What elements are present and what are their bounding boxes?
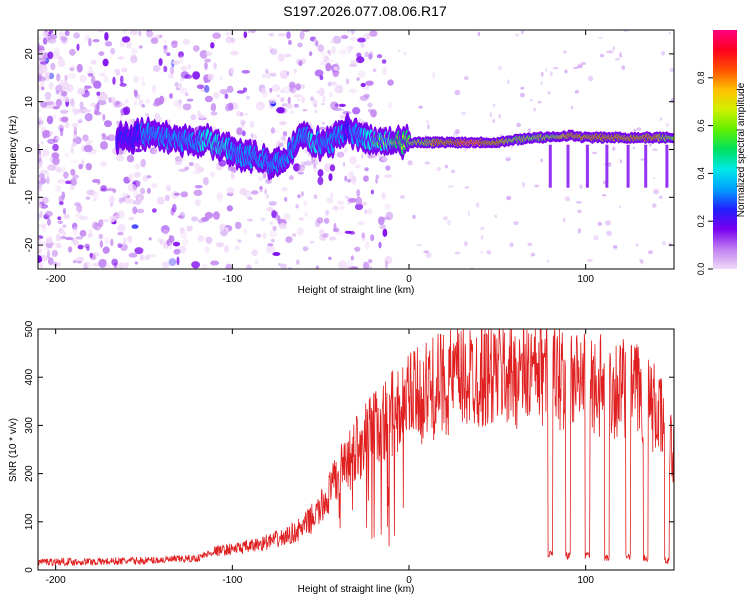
y-tick-label: 400: [24, 368, 35, 385]
snr-panel: -200 -100 0 100 0 100 200 300 400 500 Height of s…: [8, 320, 675, 595]
x-tick-label: -100: [222, 575, 242, 586]
y-tick-label: -10: [24, 190, 35, 205]
y-tick-label: 20: [24, 48, 35, 60]
snr-frame: [37, 328, 675, 571]
y-tick-label: 10: [24, 96, 35, 108]
spectrogram-ylabel: Frequency (Hz): [8, 116, 19, 185]
y-tick-label: 0: [24, 146, 35, 152]
x-tick-label: -200: [46, 274, 66, 285]
x-tick-label: -200: [46, 575, 66, 586]
colorbar-tick-label: 0.4: [696, 167, 706, 180]
snr-ticks: -200 -100 0 100 0 100 200 300 400 500: [24, 320, 674, 586]
x-tick-label: 0: [406, 575, 412, 586]
colorbar-label: Normalized spectral amplitude: [736, 82, 747, 217]
y-tick-label: -20: [24, 237, 35, 252]
colorbar-tick-label: 0.2: [696, 215, 706, 228]
y-tick-label: 500: [24, 320, 35, 337]
y-tick-label: 0: [24, 567, 35, 573]
y-tick-label: 300: [24, 417, 35, 434]
y-tick-label: 100: [24, 513, 35, 530]
snr-xlabel: Height of straight line (km): [298, 584, 415, 595]
colorbar: 0.0 0.2 0.4 0.6 0.8 Normalized spectral ampl…: [696, 30, 747, 275]
colorbar-ticks: 0.0 0.2 0.4 0.6 0.8: [696, 72, 713, 276]
snr-ylabel: SNR (10 * v/v): [8, 418, 19, 482]
y-tick-label: 200: [24, 465, 35, 482]
spectrogram-heatmap: [38, 30, 674, 269]
x-tick-label: -100: [222, 274, 242, 285]
x-tick-label: 100: [577, 575, 594, 586]
x-tick-label: 0: [406, 274, 412, 285]
colorbar-gradient: [713, 30, 737, 269]
figure-title: S197.2026.077.08.06.R17: [283, 3, 447, 19]
colorbar-tick-label: 0.6: [696, 119, 706, 132]
snr-line: [38, 329, 674, 567]
colorbar-tick-label: 0.8: [696, 72, 706, 85]
colorbar-tick-label: 0.0: [696, 263, 706, 276]
x-tick-label: 100: [577, 274, 594, 285]
spectrogram-xlabel: Height of straight line (km): [298, 285, 415, 296]
